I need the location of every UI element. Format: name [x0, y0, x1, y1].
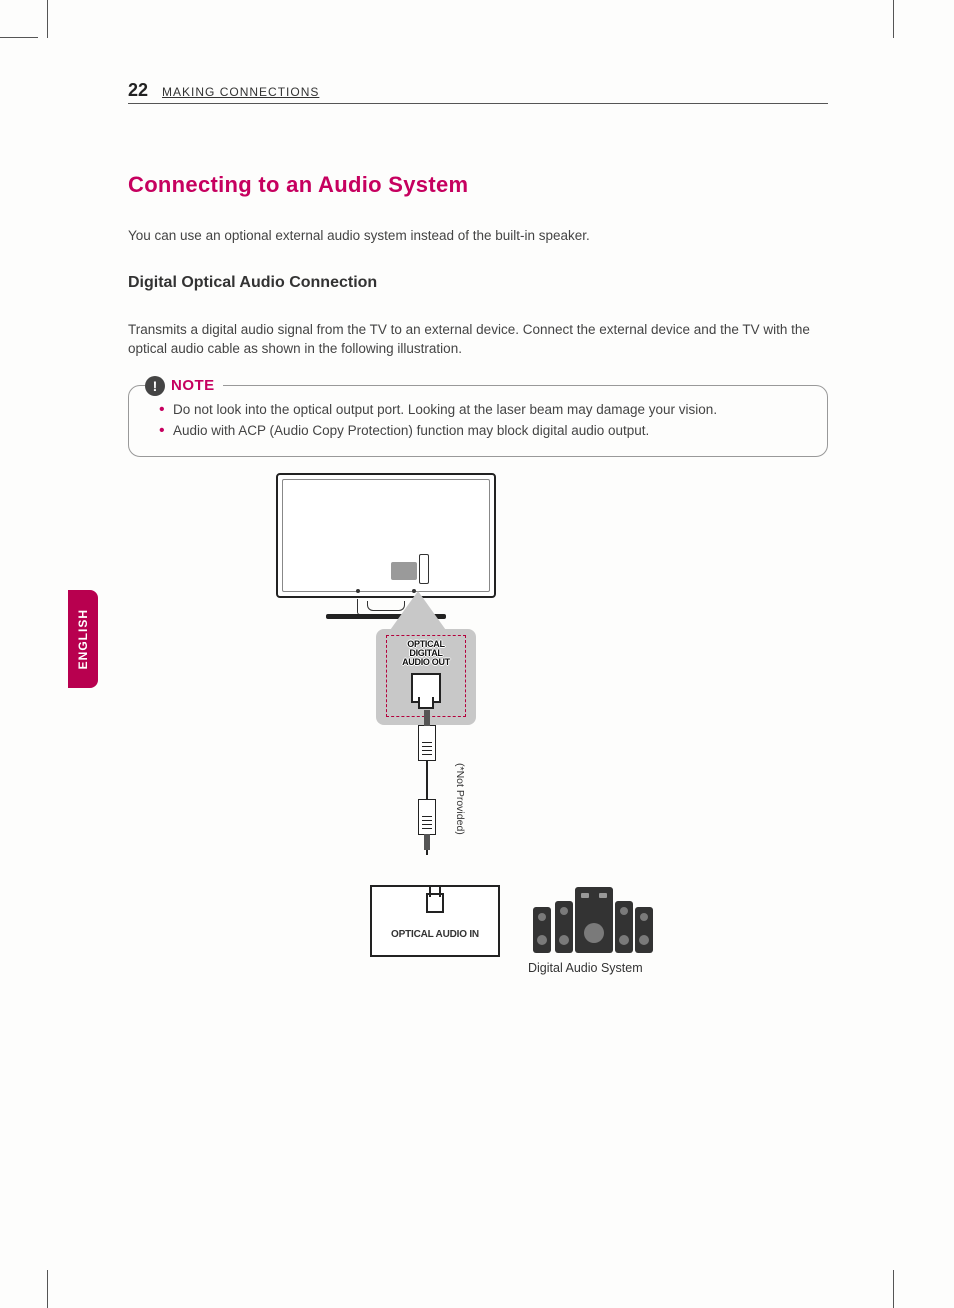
section-name: MAKING CONNECTIONS: [162, 85, 319, 99]
receiver-optical-in-icon: [426, 893, 444, 913]
cable-note: (*Not Provided): [454, 763, 466, 835]
note-title: NOTE: [171, 377, 215, 394]
language-tab: ENGLISH: [68, 590, 98, 688]
intro-text: You can use an optional external audio s…: [128, 226, 828, 246]
receiver-box: OPTICAL AUDIO IN: [370, 885, 500, 957]
port-dashed-outline: OPTICAL DIGITAL AUDIO OUT: [386, 635, 466, 717]
tv-illustration: [276, 473, 496, 598]
port-label: OPTICAL DIGITAL AUDIO OUT: [387, 636, 465, 668]
subheading: Digital Optical Audio Connection: [128, 274, 828, 292]
page-content: 22 MAKING CONNECTIONS Connecting to an A…: [128, 80, 828, 963]
crop-mark: [893, 1270, 894, 1308]
receiver-label: OPTICAL AUDIO IN: [372, 929, 498, 940]
tv-rear-panel: [341, 560, 431, 588]
optical-jack-icon: [411, 673, 441, 703]
description-text: Transmits a digital audio signal from th…: [128, 320, 828, 359]
crop-mark: [0, 37, 38, 38]
note-item: Audio with ACP (Audio Copy Protection) f…: [159, 421, 809, 442]
language-tab-label: ENGLISH: [76, 609, 90, 669]
note-list: Do not look into the optical output port…: [159, 400, 809, 442]
speaker-system-illustration: [533, 881, 653, 953]
crop-mark: [47, 0, 48, 38]
port-label-line: AUDIO OUT: [387, 658, 465, 667]
speakers-caption: Digital Audio System: [528, 961, 643, 975]
page-header: 22 MAKING CONNECTIONS: [128, 80, 828, 104]
cable-wire: [426, 761, 428, 799]
crop-mark: [893, 0, 894, 38]
alert-icon: !: [145, 376, 165, 396]
page-title: Connecting to an Audio System: [128, 172, 828, 198]
crop-mark: [47, 1270, 48, 1308]
note-box: ! NOTE Do not look into the optical outp…: [128, 385, 828, 457]
page-number: 22: [128, 80, 148, 101]
cable-plug-bottom: [418, 799, 436, 835]
cable-plug-top: [418, 725, 436, 761]
note-item: Do not look into the optical output port…: [159, 400, 809, 421]
callout-pointer: [388, 591, 448, 633]
optical-cable: [416, 725, 438, 855]
note-legend: ! NOTE: [145, 376, 223, 396]
connection-diagram: OPTICAL DIGITAL AUDIO OUT (*Not Provided…: [128, 473, 828, 963]
